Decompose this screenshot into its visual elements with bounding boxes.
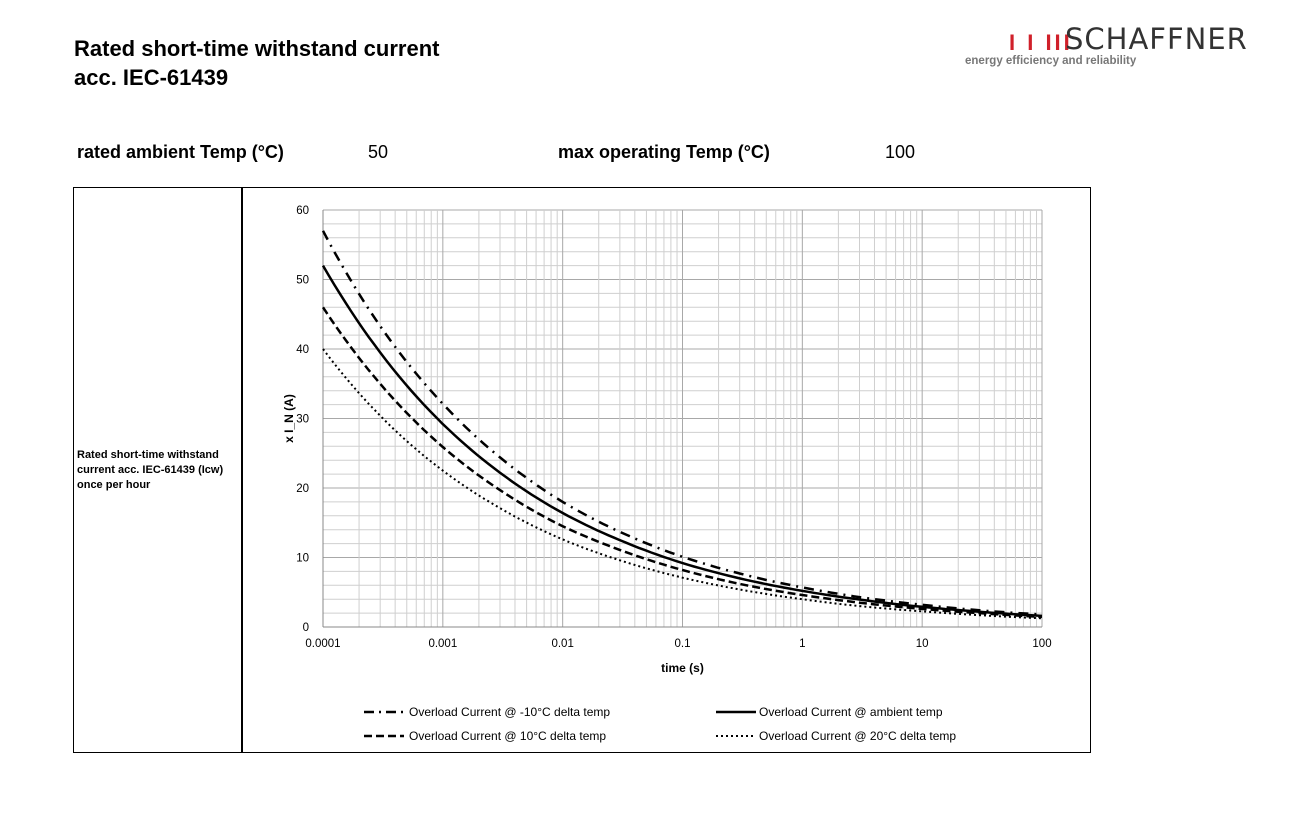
y-tick-label: 60 xyxy=(296,205,309,217)
x-tick-label: 0.0001 xyxy=(305,638,340,650)
legend-label: Overload Current @ -10°C delta temp xyxy=(409,705,611,719)
title-line-2: acc. IEC-61439 xyxy=(74,65,229,90)
x-axis-label: time (s) xyxy=(661,661,704,675)
legend-item-3: Overload Current @ 20°C delta temp xyxy=(716,729,956,743)
y-tick-label: 40 xyxy=(296,344,309,356)
x-tick-label: 100 xyxy=(1032,638,1051,650)
max-temp-value: 100 xyxy=(885,142,916,162)
legend-item-1: Overload Current @ ambient temp xyxy=(716,705,943,719)
x-tick-label: 0.01 xyxy=(551,638,573,650)
legend-label: Overload Current @ ambient temp xyxy=(759,705,943,719)
legend-label: Overload Current @ 10°C delta temp xyxy=(409,729,607,743)
schaffner-logo: I I III SCHAFFNER energy efficiency and … xyxy=(965,22,1255,72)
legend-item-2: Overload Current @ 10°C delta temp xyxy=(364,729,606,743)
legend-label: Overload Current @ 20°C delta temp xyxy=(759,729,957,743)
y-tick-label: 50 xyxy=(296,275,309,287)
column-divider xyxy=(241,188,243,752)
y-axis-label: x I_N (A) xyxy=(282,394,296,443)
series-line-3 xyxy=(322,348,1043,620)
row-label: Rated short-time withstand current acc. … xyxy=(77,449,224,491)
x-tick-label: 1 xyxy=(799,638,805,650)
legend-item-0: Overload Current @ -10°C delta temp xyxy=(364,705,610,719)
ambient-temp-value: 50 xyxy=(368,142,389,162)
chart-table: Rated short-time withstand current acc. … xyxy=(73,187,1091,753)
y-tick-label: 20 xyxy=(296,483,309,495)
max-temp-label: max operating Temp (°C) xyxy=(558,142,770,162)
logo-bars: I I III xyxy=(1009,30,1073,55)
x-tick-label: 10 xyxy=(916,638,929,650)
x-tick-label: 0.001 xyxy=(428,638,457,650)
page-title: Rated short-time withstand current acc. … xyxy=(74,34,439,92)
logo-wordmark: SCHAFFNER xyxy=(1065,22,1248,56)
chart: 0.0001 0.001 0.01 0.1 1 10 100 0 10 20 30 40 50 60 tim… xyxy=(282,205,1052,675)
y-tick-label: 10 xyxy=(296,553,309,565)
ambient-temp-label: rated ambient Temp (°C) xyxy=(77,142,284,162)
series-line-1 xyxy=(321,264,1043,618)
logo-tagline: energy efficiency and reliability xyxy=(965,55,1137,67)
title-line-1: Rated short-time withstand current xyxy=(74,36,440,61)
x-tick-label: 0.1 xyxy=(675,638,691,650)
y-tick-label: 0 xyxy=(303,622,309,634)
series-line-2 xyxy=(321,306,1043,619)
y-tick-label: 30 xyxy=(296,414,309,426)
